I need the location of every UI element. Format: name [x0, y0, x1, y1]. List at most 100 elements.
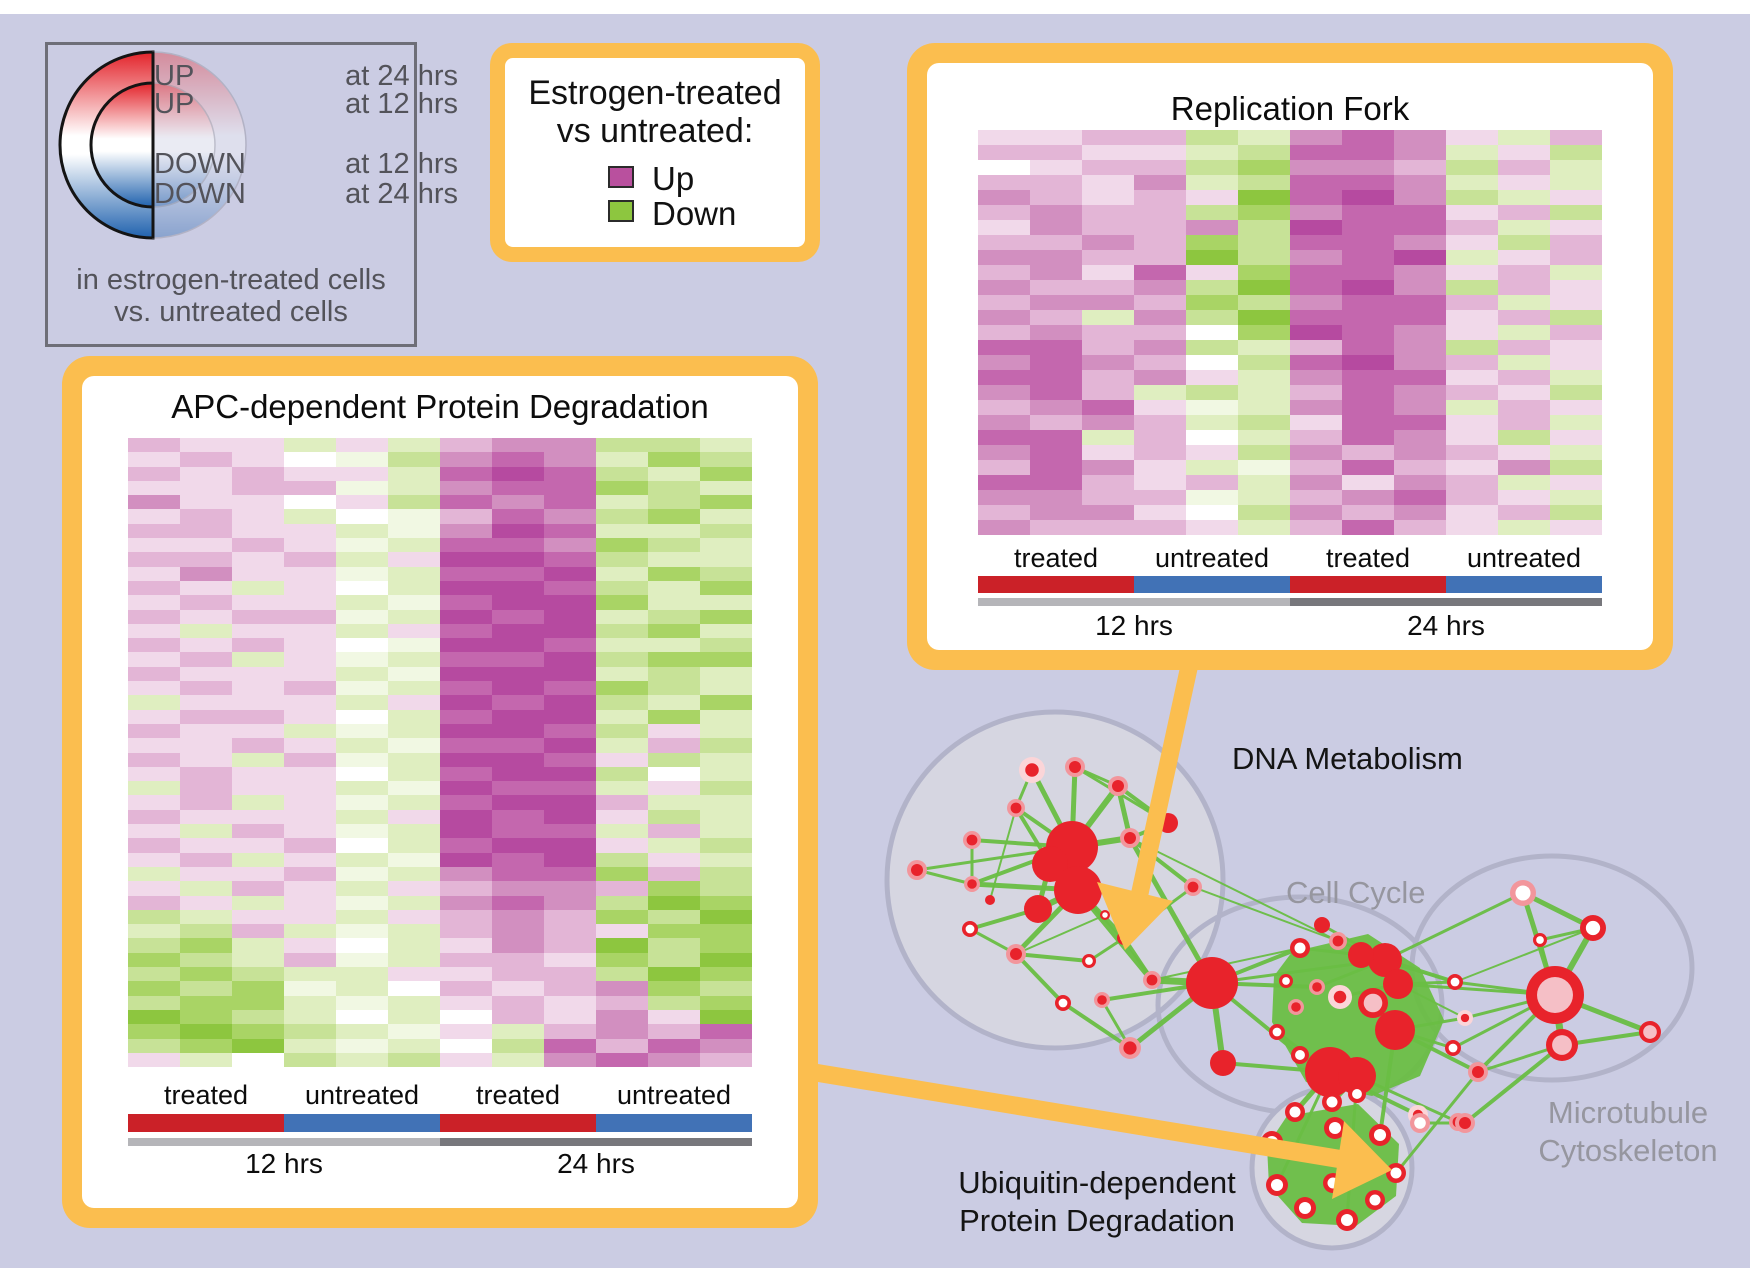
heatmap-cell [492, 566, 544, 581]
heatmap-cell [1082, 160, 1134, 175]
heatmap-cell [440, 766, 492, 782]
heatmap-cell [440, 695, 492, 710]
heatmap-cell [1186, 220, 1238, 235]
heatmap-cell [1498, 280, 1550, 295]
heatmap-cell [1550, 415, 1602, 430]
heatmap-cell [1238, 460, 1290, 475]
untreated-bar [596, 1114, 752, 1132]
heatmap-cell [648, 752, 700, 767]
heatmap-cell [1446, 445, 1498, 460]
heatmap-cell [596, 809, 648, 825]
heatmap-cell [284, 595, 336, 610]
heatmap-cell [388, 609, 440, 624]
heatmap-cell [1030, 445, 1082, 460]
heatmap-cell [1550, 430, 1602, 445]
heatmap-cell [648, 766, 700, 782]
heatmap-cell [544, 438, 596, 453]
untreated-bar [1134, 576, 1290, 593]
heatmap-cell [978, 370, 1030, 385]
heatmap-cell [1290, 235, 1342, 250]
heatmap-cell [440, 852, 492, 867]
heatmap-cell [336, 709, 388, 724]
heatmap-cell [492, 709, 544, 724]
heatmap-cell [388, 652, 440, 667]
timepoint-bar [128, 1138, 440, 1146]
heatmap-cell [596, 781, 648, 796]
heatmap-cell [1082, 460, 1134, 475]
heatmap-cell [596, 681, 648, 696]
heatmap-cell [1342, 355, 1394, 370]
heatmap-cell [700, 824, 752, 839]
heatmap-cell [596, 1052, 648, 1068]
heatmap-cell [1342, 295, 1394, 310]
network-node [1069, 761, 1081, 773]
heatmap-cell [648, 480, 700, 496]
heatmap-cell [1238, 445, 1290, 460]
heatmap-cell [284, 866, 336, 882]
network-node [1312, 982, 1322, 992]
network-node [1368, 943, 1402, 977]
heatmap-cell [128, 738, 180, 753]
heatmap-cell [440, 495, 492, 510]
heatmap-cell [544, 795, 596, 810]
heatmap-cell [1342, 370, 1394, 385]
heatmap-cell [1082, 505, 1134, 520]
heatmap-cell [1498, 445, 1550, 460]
heatmap-cell [1498, 235, 1550, 250]
heatmap-cell [388, 852, 440, 867]
heatmap-cell [1394, 490, 1446, 505]
heatmap-cell [388, 1024, 440, 1039]
network-edge [1384, 891, 1524, 962]
heatmap-cell [128, 824, 180, 839]
heatmap-cell [1446, 415, 1498, 430]
heatmap-cell [1238, 190, 1290, 205]
heatmap-cell [596, 566, 648, 581]
heatmap-cell [596, 666, 648, 682]
heatmap-cell [648, 523, 700, 539]
heatmap-cell [544, 967, 596, 982]
heatmap-cell [128, 909, 180, 925]
heatmap-cell [1290, 130, 1342, 145]
untreated-bar [284, 1114, 440, 1132]
heatmap-cell [1134, 325, 1186, 340]
heatmap-cell [1290, 250, 1342, 265]
heatmap-cell [440, 623, 492, 639]
legend-caption-line2: vs. untreated cells [114, 296, 348, 328]
heatmap-cell [596, 695, 648, 710]
heatmap-cell [596, 523, 648, 539]
heatmap-cell [128, 1009, 180, 1025]
sample-group-label: untreated [1466, 543, 1582, 573]
cluster-label-ubiquitin-degradation: Ubiquitin-dependent Protein Degradation [958, 1165, 1236, 1238]
network-node [1124, 832, 1136, 844]
heatmap-cell [388, 438, 440, 453]
network-edge [1192, 886, 1339, 942]
heatmap-cell [1134, 280, 1186, 295]
heatmap-cell [596, 495, 648, 510]
heatmap-cell [388, 895, 440, 910]
network-node [1340, 1213, 1354, 1227]
network-node [1102, 912, 1108, 918]
heatmap-cell [440, 666, 492, 682]
heatmap-cell [492, 852, 544, 867]
heatmap-cell [1550, 400, 1602, 415]
heatmap-cell [1446, 145, 1498, 160]
heatmap-cell [700, 766, 752, 782]
heatmap-cell [180, 452, 232, 467]
heatmap-cell [544, 952, 596, 968]
heatmap-cell [596, 580, 648, 596]
heatmap-cell [284, 552, 336, 567]
heatmap-cell [336, 809, 388, 825]
heatmap-cell [440, 452, 492, 467]
heatmap-cell [648, 852, 700, 867]
heatmap-cell [1550, 310, 1602, 325]
network-node [1333, 990, 1347, 1004]
heatmap-cell [336, 538, 388, 553]
heatmap-cell [1342, 235, 1394, 250]
heatmap-cell [1550, 160, 1602, 175]
heatmap-cell [1134, 310, 1186, 325]
network-node [1414, 1117, 1426, 1129]
heatmap-cell [336, 452, 388, 467]
heatmap-cell [128, 538, 180, 553]
heatmap-cell [1030, 325, 1082, 340]
heatmap-cell [1446, 160, 1498, 175]
